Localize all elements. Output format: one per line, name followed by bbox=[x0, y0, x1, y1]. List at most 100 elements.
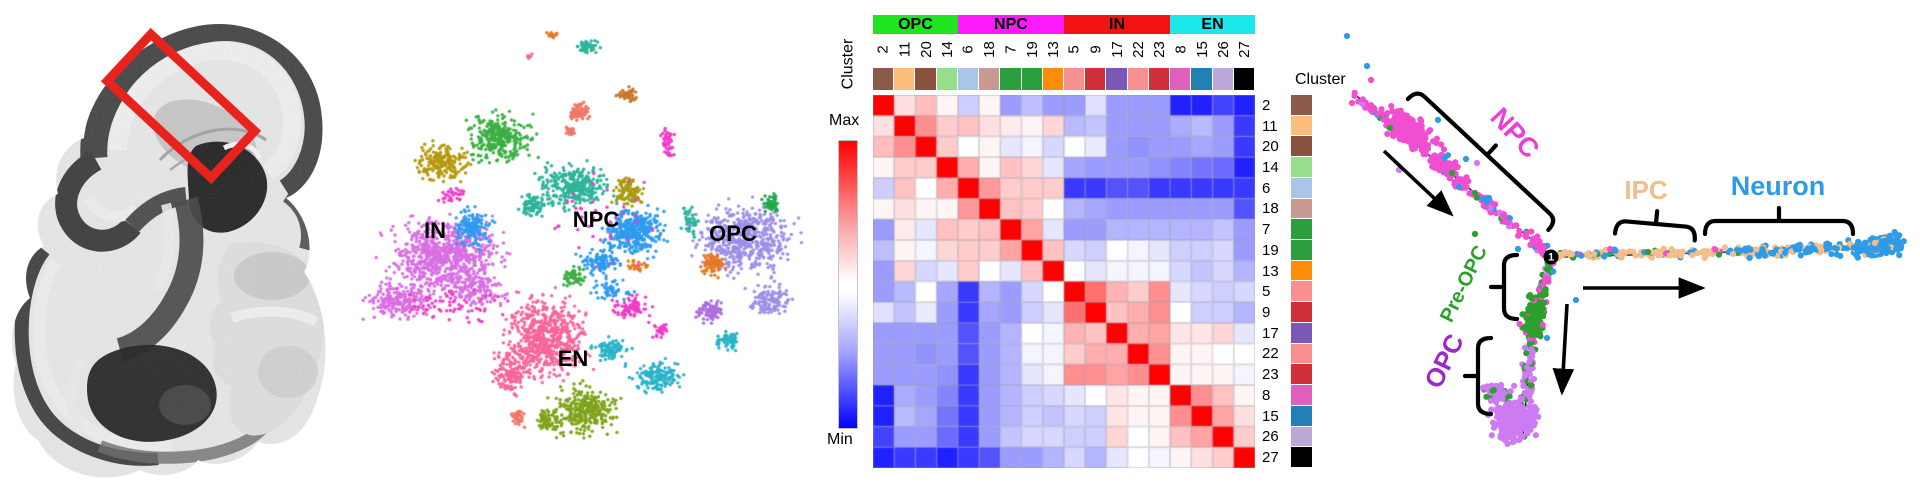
cluster-axis-label-left: Cluster bbox=[839, 38, 856, 90]
branch-label-neuron: Neuron bbox=[1731, 171, 1826, 201]
cell-dot bbox=[1455, 183, 1463, 191]
heatmap-row-color-chip bbox=[1291, 115, 1312, 137]
cell-dot bbox=[1503, 415, 1511, 422]
cell-dot bbox=[1527, 398, 1535, 405]
heatmap-group-band-in: IN bbox=[1063, 15, 1171, 34]
cell-dot bbox=[1343, 32, 1351, 40]
cell-dot bbox=[1896, 232, 1903, 239]
cell-dot bbox=[1390, 132, 1397, 140]
cell-dot bbox=[1384, 109, 1391, 117]
cell-dot bbox=[1715, 251, 1723, 258]
heatmap-column-color-chip bbox=[915, 68, 937, 90]
heatmap-column-color-chip bbox=[957, 68, 980, 90]
heatmap-column-color-chip bbox=[1021, 68, 1043, 90]
heatmap-column-color-chip bbox=[1106, 68, 1128, 90]
cell-dot bbox=[1528, 228, 1535, 235]
similarity-heatmap: Cluster Cluster Max Min OPC NPC IN EN 2 2 11 11… bbox=[827, 15, 1346, 468]
cell-dot bbox=[1523, 230, 1530, 237]
heatmap-row-label: 19 bbox=[1262, 241, 1279, 259]
cell-dot bbox=[1383, 116, 1390, 123]
cell-dot bbox=[1496, 404, 1503, 412]
cell-dot bbox=[1433, 139, 1440, 147]
cell-dot bbox=[1833, 245, 1840, 252]
branch-bracket bbox=[1488, 252, 1520, 322]
heatmap-row-label: 2 bbox=[1262, 96, 1271, 114]
cell-dot bbox=[1516, 320, 1523, 328]
heatmap-row-label: 8 bbox=[1262, 386, 1271, 404]
heatmap-column-label: 6 bbox=[959, 45, 977, 54]
cell-dot bbox=[1418, 122, 1425, 130]
colorbar bbox=[838, 140, 858, 429]
cell-dot bbox=[1543, 334, 1551, 342]
heatmap-row-label: 9 bbox=[1262, 304, 1271, 322]
cell-dot bbox=[1867, 236, 1874, 243]
heatmap-row-color-chip bbox=[1291, 447, 1312, 468]
heatmap-row-label: 13 bbox=[1262, 262, 1279, 280]
cell-dot bbox=[1702, 252, 1709, 259]
cell-dot bbox=[1550, 268, 1557, 275]
cell-dot bbox=[1446, 162, 1453, 169]
cell-dot bbox=[1539, 321, 1546, 328]
cell-dot bbox=[1489, 419, 1497, 426]
cell-dot bbox=[1527, 382, 1535, 389]
cell-dot bbox=[1519, 417, 1526, 424]
cell-dot bbox=[1807, 247, 1814, 254]
cell-dot bbox=[1507, 388, 1514, 395]
cell-dot bbox=[1527, 388, 1535, 395]
cell-dot bbox=[1434, 116, 1442, 124]
cell-dot bbox=[1528, 295, 1536, 302]
cell-dot bbox=[1406, 122, 1413, 129]
heatmap-row-label: 26 bbox=[1262, 428, 1279, 446]
tsne-cluster-label-in: IN bbox=[424, 218, 446, 243]
heatmap-row-color-chip bbox=[1291, 219, 1312, 241]
branch-bracket bbox=[1405, 91, 1556, 233]
cell-dot bbox=[1519, 378, 1527, 385]
cell-dot bbox=[1519, 311, 1526, 318]
heatmap-row-color-chip bbox=[1291, 177, 1312, 199]
cell-dot bbox=[1471, 189, 1479, 197]
cell-dot bbox=[1487, 397, 1494, 404]
heatmap-row-label: 22 bbox=[1262, 345, 1279, 363]
heatmap-column-color-chip bbox=[1191, 68, 1213, 90]
cell-dot bbox=[1510, 382, 1518, 389]
cell-dot bbox=[1410, 145, 1417, 152]
cell-dot bbox=[1522, 411, 1530, 418]
cell-dot bbox=[1473, 194, 1480, 201]
cell-dot bbox=[1753, 246, 1760, 253]
cell-dot bbox=[1590, 250, 1598, 258]
heatmap-column-label: 23 bbox=[1150, 41, 1168, 58]
cell-dot bbox=[1721, 244, 1728, 251]
cell-dot bbox=[1644, 248, 1652, 256]
heatmap-row-label: 5 bbox=[1262, 283, 1271, 301]
heatmap-row-label: 18 bbox=[1262, 200, 1279, 218]
cell-dot bbox=[1463, 174, 1470, 181]
cell-dot bbox=[1514, 245, 1522, 253]
cell-dot bbox=[1454, 163, 1461, 171]
cell-dot bbox=[1526, 423, 1533, 430]
cell-dot bbox=[1378, 106, 1385, 113]
cell-dot bbox=[1544, 266, 1551, 273]
cell-dot bbox=[1522, 390, 1529, 397]
cell-dot bbox=[1518, 395, 1526, 403]
cell-dot bbox=[1626, 248, 1633, 255]
cell-dot bbox=[1419, 146, 1426, 153]
colorbar-max-label: Max bbox=[829, 112, 860, 129]
cell-dot bbox=[1525, 308, 1532, 315]
cell-dot bbox=[1529, 348, 1536, 356]
heatmap-column-label: 7 bbox=[1002, 45, 1020, 54]
cell-dot bbox=[1485, 194, 1493, 202]
cell-dot bbox=[1677, 252, 1685, 259]
histology-image bbox=[12, 24, 326, 478]
cell-dot bbox=[1578, 252, 1585, 259]
heatmap-row-label: 20 bbox=[1262, 138, 1279, 156]
cell-dot bbox=[1612, 247, 1619, 254]
cell-dot bbox=[1883, 249, 1890, 257]
cell-dot bbox=[1828, 250, 1835, 258]
trajectory-node-label: 1 bbox=[1548, 252, 1554, 264]
heatmap-column-label: 17 bbox=[1108, 41, 1126, 58]
heatmap-row-color-chip bbox=[1291, 322, 1312, 344]
cell-dot bbox=[1506, 393, 1513, 400]
cell-dot bbox=[1375, 110, 1382, 117]
heatmap-group-band-opc: OPC bbox=[873, 15, 958, 34]
cell-dot bbox=[1431, 152, 1438, 159]
